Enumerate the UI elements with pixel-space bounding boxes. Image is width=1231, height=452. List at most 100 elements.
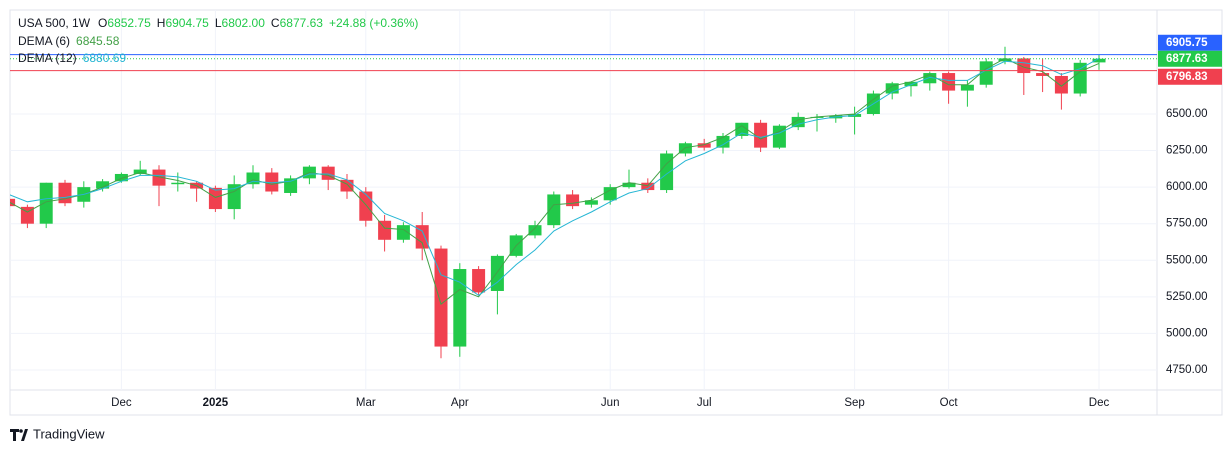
candle-body — [208, 187, 222, 210]
y-tick-label: 6250.00 — [1166, 145, 1208, 157]
candle-body — [39, 182, 53, 224]
x-tick-label: Dec — [111, 397, 132, 409]
y-tick-label: 5000.00 — [1166, 327, 1208, 339]
indicator-value: 6880.69 — [83, 51, 127, 65]
x-tick-label: Oct — [940, 397, 959, 409]
candle-body — [904, 81, 918, 87]
y-tick-label: 5500.00 — [1166, 254, 1208, 266]
candle-body — [810, 116, 824, 118]
candle-body — [133, 169, 147, 174]
candle-body — [923, 73, 937, 84]
candle-body — [340, 179, 354, 192]
ohlc-key: H — [157, 16, 166, 30]
candle-body — [265, 172, 279, 192]
axes: 4750.00 5000.00 5250.00 5500.00 5750.00 6000.… — [111, 34, 1222, 409]
candle-body — [1036, 73, 1050, 76]
change: +24.88 (+0.36%) — [329, 16, 418, 30]
candle-body — [58, 182, 72, 204]
ohlc-value: 6802.00 — [222, 16, 266, 30]
price-badge-label: 6905.75 — [1166, 37, 1208, 49]
indicator-legend: DEMA (12) 6880.69 — [18, 51, 126, 65]
price-badge-label: 6796.83 — [1166, 71, 1208, 83]
candle-body — [942, 73, 956, 91]
candle-body — [171, 182, 185, 185]
candle-body — [716, 135, 730, 148]
candle-body — [791, 116, 805, 128]
x-tick-label: Mar — [356, 397, 376, 409]
indicator-name: DEMA (6) — [18, 34, 70, 48]
candle-body — [1073, 62, 1087, 94]
candle-body — [528, 225, 542, 236]
price-badge — [1158, 34, 1222, 51]
frame — [9, 9, 1223, 416]
candle-body — [114, 173, 128, 182]
candle-body — [20, 206, 34, 224]
ohlc-key: O — [98, 16, 107, 30]
candle-body — [678, 143, 692, 154]
candle-body — [641, 182, 655, 191]
indicator-value: 6845.58 — [76, 34, 120, 48]
candle-body — [885, 83, 899, 94]
candle-body — [453, 269, 467, 347]
legend: USA 500, 1W O6852.75 H6904.75 L6802.00 C6877… — [18, 16, 418, 65]
candle-body — [603, 187, 617, 201]
price-badge-label: 6877.63 — [1166, 53, 1208, 65]
candle-body — [284, 178, 298, 193]
indicator-line — [10, 57, 1100, 297]
x-tick-label: Jun — [601, 397, 620, 409]
indicator-legend: DEMA (6) 6845.58 — [18, 34, 120, 48]
candle-body — [547, 194, 561, 226]
brand-logo — [10, 429, 28, 441]
candle-body — [1092, 58, 1106, 63]
candle-body — [359, 191, 373, 221]
candle-body — [660, 153, 674, 191]
candle-body — [96, 181, 110, 189]
x-tick-label: Sep — [844, 397, 864, 409]
candle-body — [472, 269, 486, 293]
ohlc-value: 6904.75 — [165, 16, 209, 30]
x-tick-label: 2025 — [203, 397, 229, 409]
ohlc-value: 6877.63 — [280, 16, 324, 30]
candle-body — [490, 255, 504, 291]
brand: TradingView — [10, 426, 105, 441]
price-badge — [1158, 50, 1222, 67]
symbol: USA 500, 1W — [18, 16, 91, 30]
ohlc-key: L — [215, 16, 222, 30]
candle-body — [1054, 75, 1068, 94]
candle-body — [415, 225, 429, 249]
candle-body — [584, 200, 598, 205]
candle-body — [735, 122, 749, 136]
candle-body — [566, 194, 580, 207]
indicator-line — [10, 57, 1100, 305]
y-tick-label: 6000.00 — [1166, 181, 1208, 193]
x-tick-label: Jul — [697, 397, 712, 409]
candle-body — [378, 220, 392, 240]
candle-body — [998, 58, 1012, 62]
x-tick-label: Apr — [451, 397, 469, 409]
ohlc-value: 6852.75 — [107, 16, 151, 30]
candle-body — [622, 182, 636, 188]
y-tick-label: 6500.00 — [1166, 108, 1208, 120]
x-tick-label: Dec — [1089, 397, 1110, 409]
candle-body — [697, 143, 711, 148]
candle-body — [434, 248, 448, 347]
indicator-name: DEMA (12) — [18, 51, 77, 65]
grid — [10, 10, 1157, 390]
y-tick-label: 5250.00 — [1166, 291, 1208, 303]
price-badge — [1158, 68, 1222, 85]
candle-body — [246, 172, 260, 185]
candle-body — [227, 184, 241, 210]
candle-body — [10, 198, 16, 207]
plot — [10, 46, 1157, 359]
header: USA 500, 1W O6852.75 H6904.75 L6802.00 C6877… — [18, 16, 418, 30]
ohlc-key: C — [271, 16, 280, 30]
candle-body — [960, 84, 974, 91]
candle-body — [152, 169, 166, 186]
y-tick-label: 4750.00 — [1166, 364, 1208, 376]
brand-logo — [19, 429, 23, 433]
brand-name: TradingView — [33, 426, 105, 441]
y-tick-label: 5750.00 — [1166, 218, 1208, 230]
candle-body — [754, 122, 768, 148]
